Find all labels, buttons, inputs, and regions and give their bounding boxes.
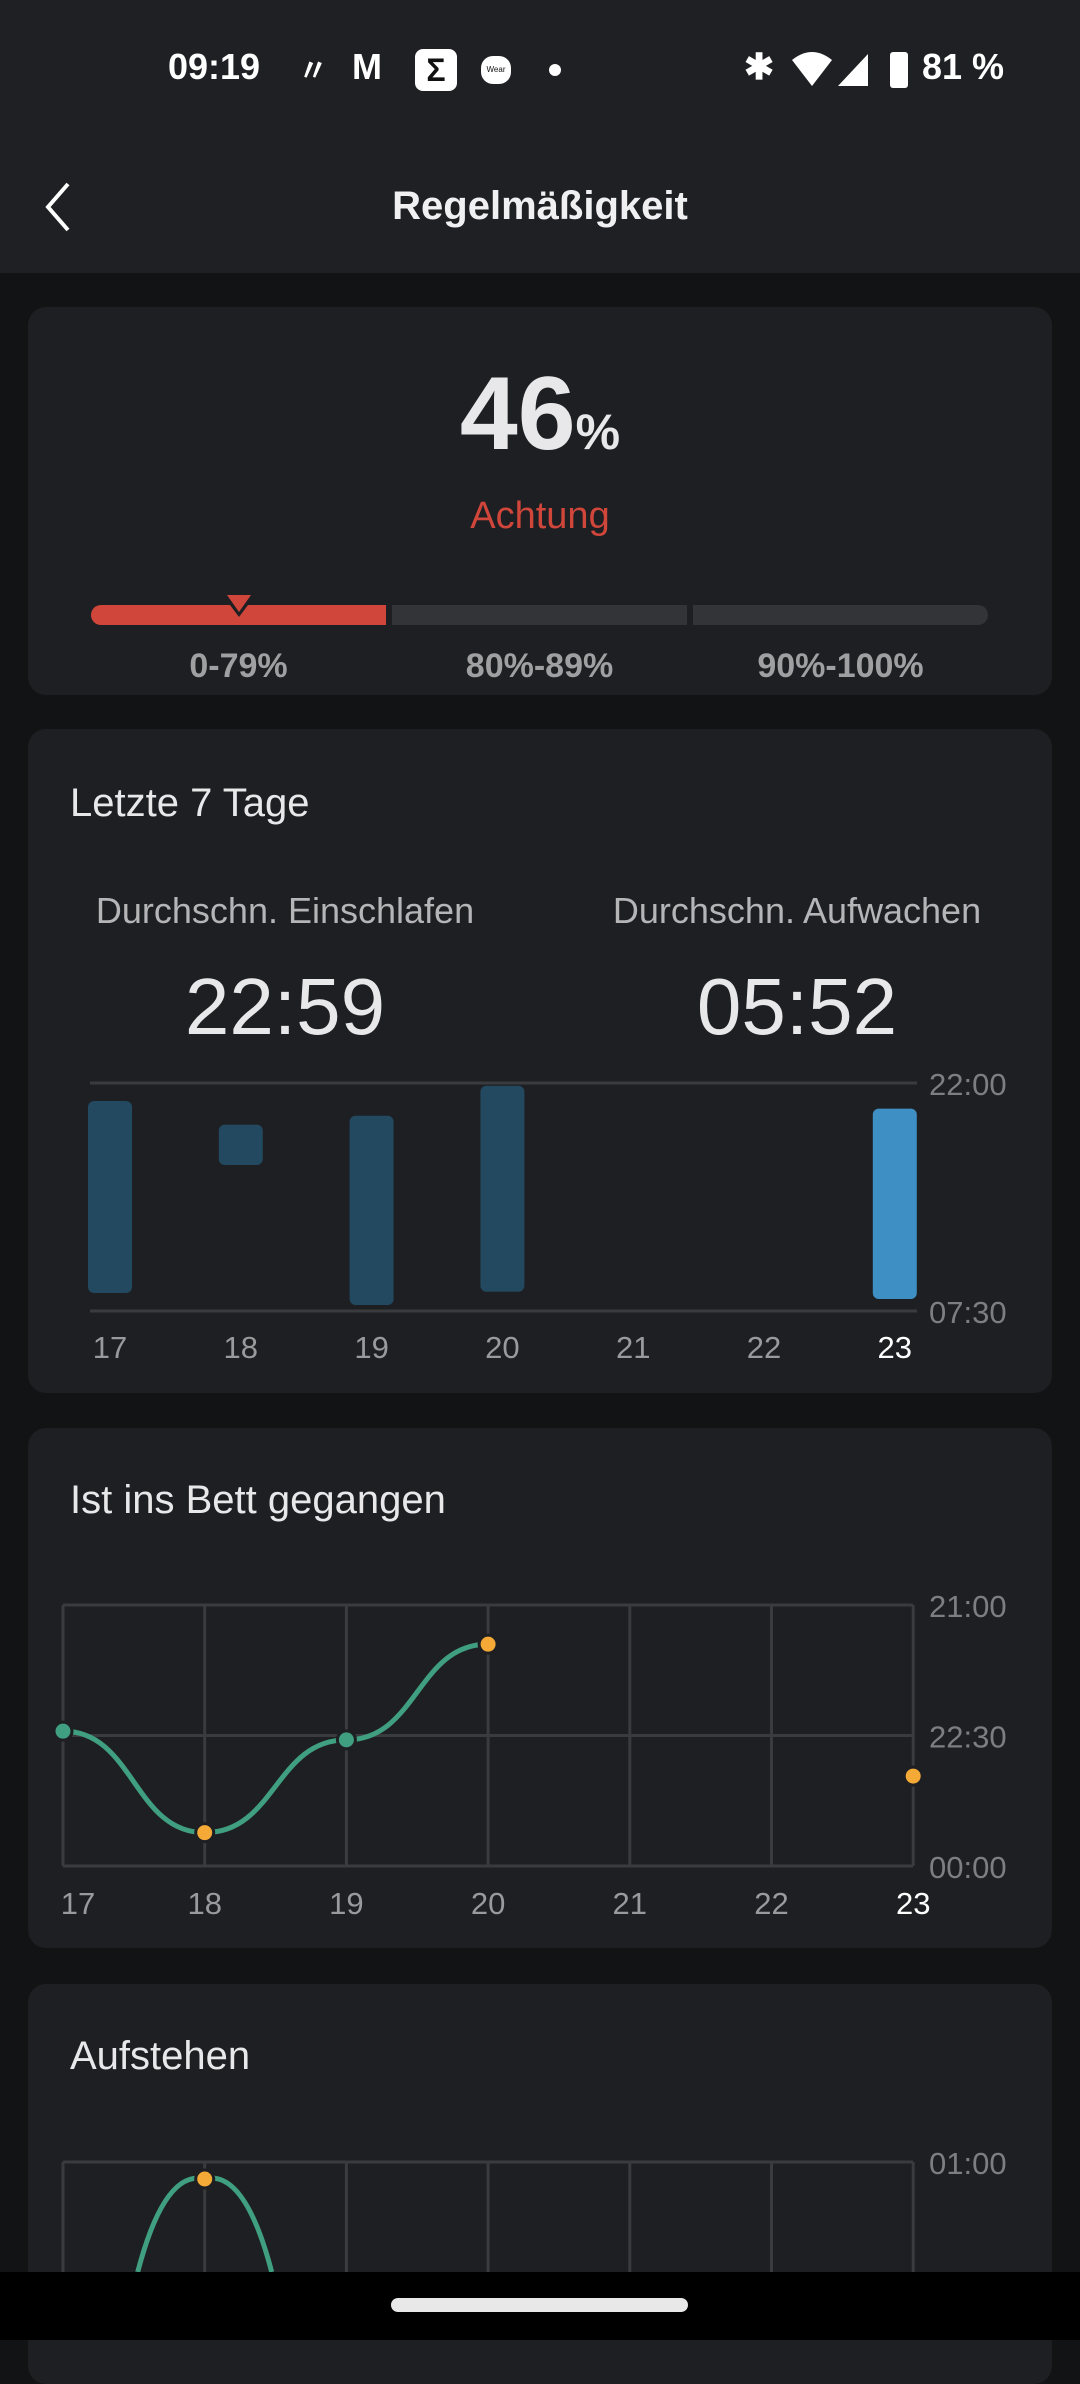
sleep-bar: [88, 1101, 132, 1293]
x-tick-label: 17: [93, 1330, 127, 1365]
sleep-bar: [349, 1115, 394, 1305]
data-point: [902, 1765, 924, 1787]
sleep-bar: [218, 1124, 263, 1165]
more-dot-icon: [549, 64, 561, 76]
x-tick-label: 23: [896, 1886, 930, 1921]
x-tick-label: 21: [613, 1886, 647, 1921]
score-unit: %: [575, 404, 621, 460]
score-status: Achtung: [470, 495, 610, 537]
x-tick-label: 22: [754, 1886, 788, 1921]
x-tick-label: 18: [224, 1330, 258, 1365]
gmail-icon: M: [352, 46, 382, 87]
card-title: Letzte 7 Tage: [70, 781, 310, 825]
card-title: Aufstehen: [70, 2034, 251, 2078]
bluetooth-icon: ✱: [744, 46, 775, 87]
data-point: [477, 1633, 499, 1655]
score-display: 46%: [28, 355, 1052, 474]
home-gesture-handle[interactable]: [391, 2298, 688, 2312]
fitness-app-icon: 〃: [298, 55, 328, 88]
score-range-bar: 0-79% 80%-89% 90%-100%: [91, 593, 988, 685]
navigation-bar: [0, 2272, 1080, 2340]
y-tick-label: 22:30: [929, 1720, 1007, 1755]
range-segment: [693, 605, 988, 625]
data-point: [194, 1822, 216, 1844]
x-tick-label: 17: [61, 1886, 95, 1921]
x-tick-label: 19: [354, 1330, 388, 1365]
battery-icon: [890, 52, 908, 88]
data-point: [194, 2168, 216, 2190]
bedtime-line: [62, 1641, 489, 1836]
data-point: [335, 1729, 357, 1751]
charts-layer: 22:00 07:30 17 18 19 20 21 22 23 21:00 22:30 00:00 1…: [52, 1067, 1007, 2272]
avg-sleep-value: 22:59: [184, 962, 386, 1051]
x-tick-label: 22: [747, 1330, 781, 1365]
y-tick-label: 21:00: [929, 1589, 1007, 1624]
app-header: [0, 0, 1080, 273]
x-tick-label: 20: [485, 1330, 519, 1365]
x-tick-label: 20: [471, 1886, 505, 1921]
range-label: 0-79%: [189, 647, 288, 685]
battery-level: 81 %: [922, 46, 1005, 87]
x-tick-label: 23: [878, 1330, 912, 1365]
range-segment: [392, 605, 687, 625]
y-tick-label: 00:00: [929, 1850, 1007, 1885]
bedtime-card: Ist ins Bett gegangen: [28, 1428, 1052, 1948]
status-time: 09:19: [168, 46, 261, 87]
back-button[interactable]: [40, 180, 80, 234]
signal-icon: [838, 54, 868, 86]
y-tick-label: 22:00: [929, 1067, 1007, 1102]
score-value: 46: [459, 356, 576, 472]
card-title: Ist ins Bett gegangen: [70, 1478, 446, 1522]
sigma-app-icon: Σ: [415, 49, 457, 91]
y-tick-label: 07:30: [929, 1295, 1007, 1330]
range-label: 80%-89%: [465, 647, 614, 685]
avg-wake-label: Durchschn. Aufwachen: [612, 890, 982, 931]
sleep-bar: [872, 1108, 917, 1299]
chevron-left-icon: [45, 182, 70, 232]
page-title: Regelmäßigkeit: [392, 184, 688, 228]
wifi-icon: [792, 52, 832, 86]
x-tick-label: 19: [329, 1886, 363, 1921]
sleep-bar: [480, 1085, 525, 1292]
wifi-signal-icons: [792, 52, 868, 86]
x-tick-label: 18: [187, 1886, 221, 1921]
data-point: [52, 1720, 74, 1742]
score-marker-icon: [226, 595, 251, 612]
range-label: 90%-100%: [757, 647, 924, 685]
y-tick-label: 01:00: [929, 2146, 1007, 2181]
score-card: 46% Achtung 0-79% 80%-89% 90%-100%: [28, 307, 1052, 695]
avg-sleep-label: Durchschn. Einschlafen: [95, 890, 475, 931]
wear-os-icon: Wear: [481, 56, 511, 84]
x-tick-label: 21: [616, 1330, 650, 1365]
avg-wake-value: 05:52: [696, 962, 898, 1051]
